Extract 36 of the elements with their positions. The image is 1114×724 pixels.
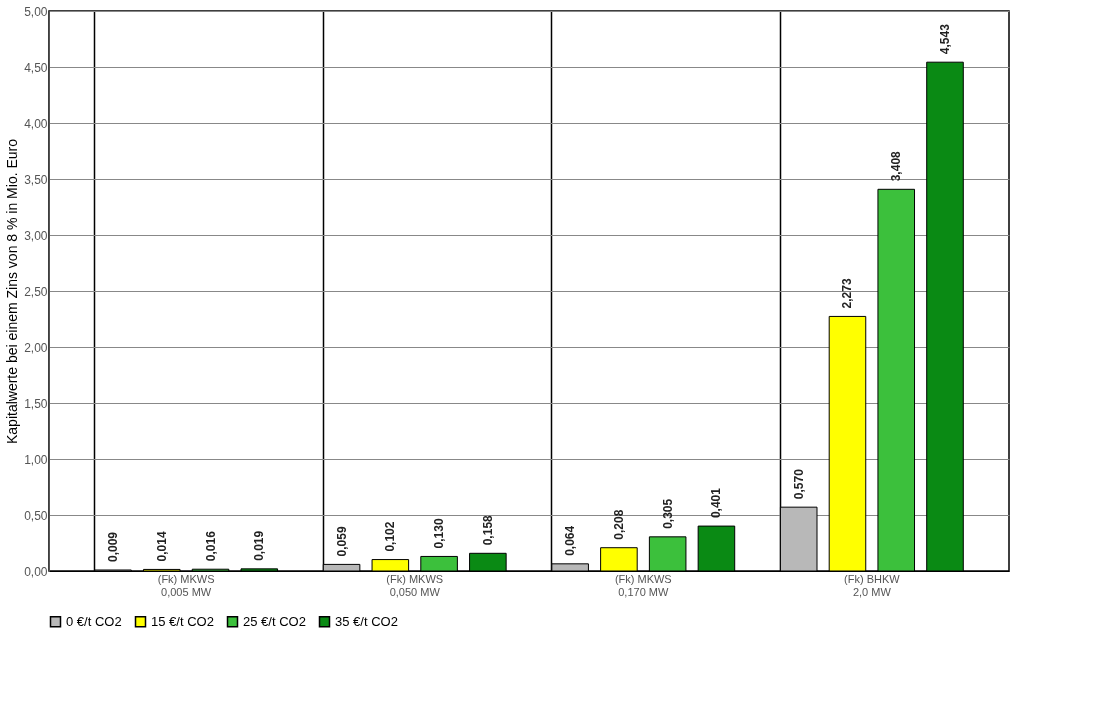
y-tick-label: 0,50 (24, 508, 48, 523)
y-tick-label: 0,00 (24, 564, 48, 579)
data-label: 0,401 (709, 487, 724, 519)
legend-label: 15 €/t CO2 (151, 613, 214, 629)
x-tick-label: (Fk) MKWS 0,050 MW (386, 572, 444, 598)
data-label: 0,305 (660, 498, 675, 529)
y-tick-label: 1,00 (24, 452, 48, 467)
y-tick-label: 1,50 (24, 396, 48, 411)
data-label: 0,570 (791, 468, 806, 500)
data-label: 0,064 (563, 525, 578, 556)
data-label: 3,408 (889, 150, 904, 182)
y-tick-label: 2,50 (24, 284, 48, 299)
y-axis-title: Kapitalwerte bei einem Zins von 8 % in Mio. Euro (4, 138, 21, 445)
data-label: 0,102 (383, 521, 398, 552)
x-tick-label: (Fk) MKWS 0,170 MW (614, 572, 672, 598)
data-label: 0,009 (106, 531, 120, 562)
y-tick-label: 4,00 (24, 116, 48, 131)
legend-label: 35 €/t CO2 (335, 613, 398, 629)
data-label: 2,273 (840, 278, 855, 309)
y-tick-label: 2,00 (24, 340, 48, 355)
legend-label: 0 €/t CO2 (66, 613, 122, 629)
data-label: 4,543 (938, 23, 952, 55)
data-label: 0,016 (203, 530, 218, 562)
y-tick-label: 3,00 (24, 228, 48, 243)
data-label: 0,130 (432, 518, 447, 549)
data-label: 0,014 (154, 531, 169, 562)
y-tick-label: 4,50 (24, 60, 48, 75)
y-tick-label: 5,00 (24, 4, 48, 19)
data-label: 0,208 (611, 509, 626, 540)
x-tick-label: (Fk) MKWS 0,005 MW (157, 572, 215, 598)
x-tick-label: (Fk) BHKW 2,0 MW (844, 572, 901, 598)
data-label: 0,158 (480, 514, 495, 546)
legend-label: 25 €/t CO2 (243, 613, 306, 629)
y-tick-label: 3,50 (24, 172, 48, 187)
data-label: 0,059 (334, 526, 349, 557)
data-label: 0,019 (252, 530, 267, 561)
